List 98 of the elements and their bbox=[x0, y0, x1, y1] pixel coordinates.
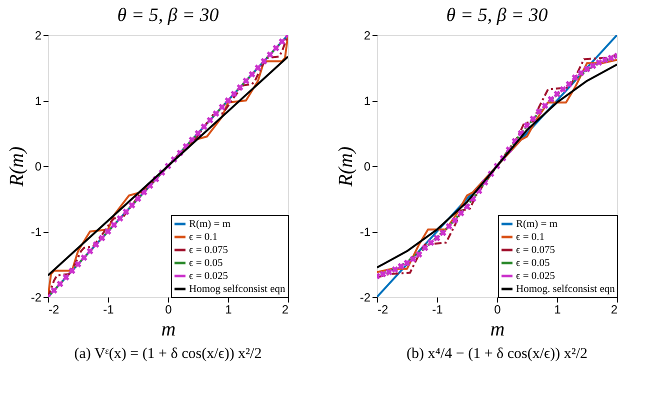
point bbox=[602, 56, 608, 64]
y-tick-label: 2 bbox=[364, 28, 371, 42]
legend-label: ϵ = 0.1 bbox=[516, 232, 545, 243]
y-tick-label: -1 bbox=[360, 225, 371, 239]
y-tick-label: 0 bbox=[364, 160, 371, 174]
text: (a) Vᵋ(x) = (1 + δ cos(x/ϵ)) x²/2 bbox=[74, 346, 262, 362]
x-tick-label: 2 bbox=[610, 302, 618, 316]
point bbox=[608, 54, 614, 62]
point bbox=[404, 260, 410, 266]
point bbox=[590, 62, 596, 70]
x-tick-label: -2 bbox=[378, 302, 388, 316]
point bbox=[410, 256, 416, 262]
x-axis-title: m bbox=[161, 318, 176, 340]
legend-label: ϵ = 0.075 bbox=[516, 245, 556, 256]
point bbox=[260, 58, 268, 65]
y-axis-title: R(m) bbox=[334, 146, 357, 188]
point bbox=[530, 116, 536, 122]
legend-label: R(m) = m bbox=[516, 219, 558, 230]
point bbox=[428, 239, 434, 246]
point bbox=[452, 217, 458, 224]
point bbox=[206, 116, 214, 124]
legend-label: ϵ = 0.075 bbox=[189, 245, 228, 256]
point bbox=[92, 241, 100, 248]
point bbox=[578, 70, 584, 76]
point bbox=[68, 267, 76, 274]
point bbox=[536, 108, 542, 115]
legend-label: ϵ = 0.025 bbox=[189, 271, 228, 282]
point bbox=[572, 74, 578, 81]
y-tick-label: 2 bbox=[34, 28, 42, 42]
point bbox=[74, 260, 82, 268]
y-tick-label: 0 bbox=[34, 160, 42, 174]
legend-label: ϵ = 0.025 bbox=[516, 271, 556, 282]
point bbox=[224, 97, 232, 104]
x-tick-label: 1 bbox=[554, 302, 562, 316]
point bbox=[212, 110, 220, 117]
point bbox=[266, 51, 274, 58]
point bbox=[548, 96, 554, 103]
x-tick-label: -2 bbox=[48, 302, 60, 316]
y-tick-label: 1 bbox=[364, 94, 371, 108]
x-tick-label: 0 bbox=[494, 302, 502, 316]
point bbox=[86, 248, 94, 254]
point bbox=[128, 202, 136, 209]
point bbox=[392, 266, 398, 273]
point bbox=[236, 84, 244, 91]
chart-title: θ = 5, β = 30 bbox=[446, 5, 548, 26]
point bbox=[62, 274, 70, 281]
point bbox=[248, 70, 256, 78]
point bbox=[380, 270, 386, 278]
legend-label: Homog. selfconsist eqn bbox=[516, 284, 616, 295]
y-axis-title: R(m) bbox=[6, 146, 28, 188]
point bbox=[104, 228, 112, 235]
point bbox=[542, 102, 548, 110]
chart-title: θ = 5, β = 30 bbox=[117, 5, 220, 26]
point bbox=[386, 268, 392, 276]
legend-label: Homog selfconsist eqn bbox=[189, 284, 286, 295]
x-axis-title: m bbox=[490, 318, 505, 340]
point bbox=[110, 222, 118, 228]
point bbox=[278, 38, 286, 45]
point bbox=[554, 90, 560, 98]
point bbox=[398, 262, 404, 270]
x-tick-label: -1 bbox=[103, 302, 114, 316]
point bbox=[434, 234, 440, 242]
point bbox=[230, 90, 238, 98]
point bbox=[134, 195, 142, 202]
legend-label: ϵ = 0.05 bbox=[189, 258, 223, 269]
x-tick-label: 0 bbox=[165, 302, 172, 316]
point bbox=[194, 130, 202, 137]
x-tick-label: 2 bbox=[282, 302, 289, 316]
point bbox=[458, 210, 464, 216]
x-tick-label: 1 bbox=[225, 302, 232, 316]
point bbox=[116, 215, 124, 222]
point bbox=[98, 234, 106, 242]
legend-label: ϵ = 0.1 bbox=[189, 232, 218, 243]
point bbox=[560, 86, 566, 93]
point bbox=[440, 229, 446, 236]
y-tick-label: -2 bbox=[30, 290, 42, 304]
point bbox=[446, 222, 452, 230]
point bbox=[56, 280, 64, 288]
point bbox=[50, 287, 58, 294]
point bbox=[416, 251, 422, 258]
y-tick-label: -1 bbox=[30, 225, 42, 239]
point bbox=[566, 80, 572, 88]
point bbox=[80, 254, 88, 262]
legend-label: R(m) = m bbox=[189, 219, 231, 230]
point bbox=[242, 78, 250, 84]
point bbox=[218, 104, 226, 110]
point bbox=[584, 66, 590, 72]
x-tick-label: -1 bbox=[432, 302, 444, 316]
text: (b) x⁴/4 − (1 + δ cos(x/ϵ)) x²/2 bbox=[406, 346, 588, 362]
point bbox=[272, 44, 280, 52]
y-tick-label: 1 bbox=[34, 94, 42, 108]
point bbox=[254, 64, 262, 72]
point bbox=[596, 59, 602, 66]
point bbox=[422, 244, 428, 252]
point bbox=[122, 208, 130, 216]
legend-label: ϵ = 0.05 bbox=[516, 258, 550, 269]
y-tick-label: -2 bbox=[360, 290, 371, 304]
point bbox=[200, 123, 208, 130]
